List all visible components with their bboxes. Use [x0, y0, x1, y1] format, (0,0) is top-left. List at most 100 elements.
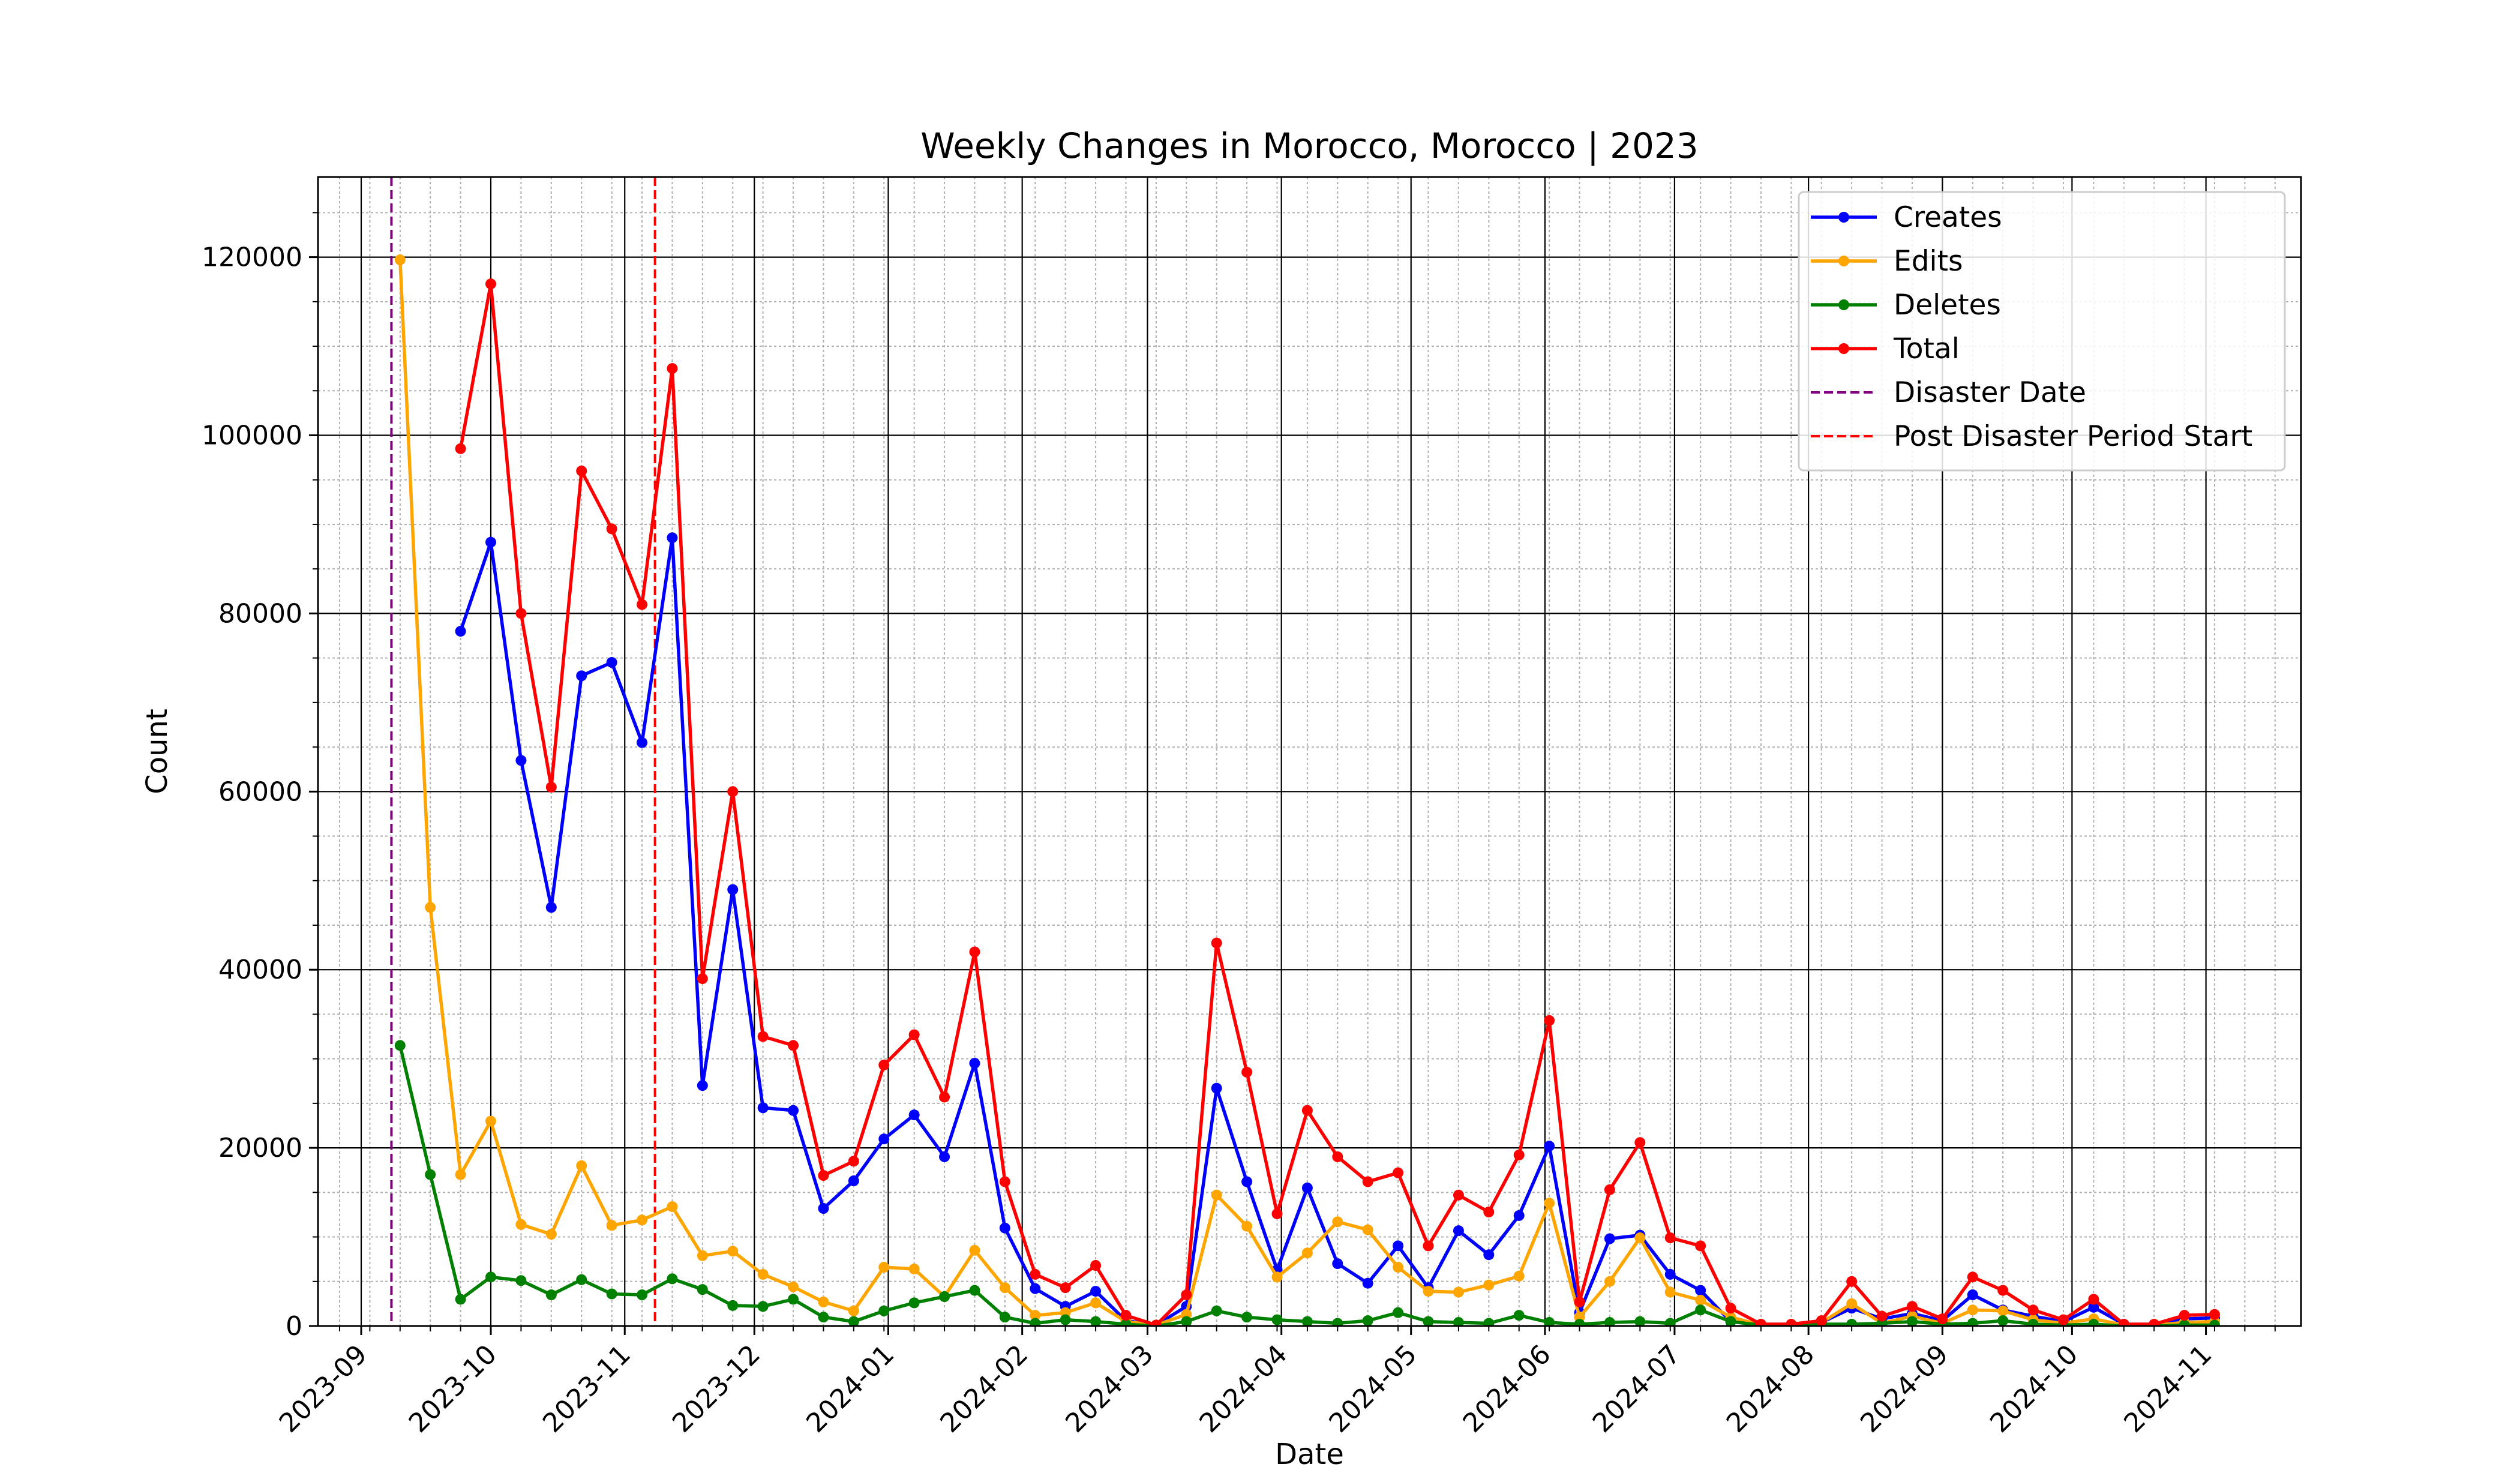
data-point-deletes	[1241, 1312, 1253, 1323]
legend-swatch-marker	[1838, 256, 1849, 266]
data-point-deletes	[1664, 1318, 1676, 1326]
data-point-total	[1150, 1319, 1162, 1326]
data-point-edits	[788, 1281, 799, 1292]
data-point-creates	[545, 902, 557, 913]
data-point-deletes	[485, 1271, 497, 1283]
data-point-deletes	[939, 1291, 950, 1303]
data-point-deletes	[1332, 1318, 1343, 1326]
data-point-deletes	[969, 1285, 980, 1296]
data-point-creates	[637, 737, 648, 748]
data-point-total	[999, 1176, 1010, 1187]
data-point-total	[1483, 1206, 1495, 1217]
legend-swatch-marker	[1838, 343, 1849, 354]
data-point-deletes	[1120, 1319, 1132, 1326]
data-point-deletes	[2088, 1319, 2099, 1326]
data-point-total	[485, 278, 497, 290]
data-point-deletes	[1090, 1316, 1102, 1326]
data-point-total	[1695, 1240, 1706, 1252]
data-point-deletes	[1393, 1307, 1404, 1318]
data-point-edits	[606, 1220, 617, 1231]
data-point-creates	[515, 755, 527, 766]
data-point-total	[848, 1156, 859, 1167]
data-point-deletes	[576, 1274, 587, 1285]
data-point-creates	[848, 1175, 859, 1187]
legend-label: Disaster Date	[1894, 376, 2086, 409]
data-point-total	[1423, 1240, 1434, 1252]
data-point-edits	[637, 1214, 648, 1226]
data-point-creates	[878, 1133, 890, 1145]
data-point-edits	[727, 1246, 739, 1257]
series-lines	[394, 254, 2220, 1326]
data-point-deletes	[818, 1312, 829, 1323]
y-tick-label: 0	[286, 1311, 302, 1342]
data-point-total	[1513, 1149, 1525, 1160]
data-point-creates	[788, 1105, 799, 1116]
data-point-creates	[1362, 1277, 1373, 1289]
data-point-total	[1876, 1310, 1888, 1322]
data-point-creates	[969, 1058, 980, 1069]
data-point-edits	[1301, 1247, 1313, 1259]
data-point-total	[1181, 1289, 1192, 1301]
data-point-edits	[1483, 1279, 1495, 1291]
data-point-deletes	[637, 1289, 648, 1301]
data-point-total	[1332, 1151, 1343, 1162]
data-point-total	[1755, 1319, 1766, 1326]
data-point-deletes	[1695, 1304, 1706, 1316]
data-point-total	[576, 465, 587, 476]
data-point-creates	[1544, 1141, 1555, 1152]
data-point-deletes	[788, 1294, 799, 1305]
data-point-deletes	[908, 1297, 920, 1309]
data-point-deletes	[1060, 1314, 1071, 1325]
data-point-creates	[818, 1203, 829, 1214]
data-point-total	[1725, 1303, 1736, 1314]
data-point-deletes	[1846, 1319, 1858, 1326]
data-point-creates	[1030, 1283, 1041, 1294]
data-point-total	[1664, 1232, 1676, 1244]
data-point-edits	[1393, 1262, 1404, 1273]
data-point-total	[757, 1031, 769, 1042]
data-point-deletes	[2209, 1319, 2220, 1326]
legend-swatch-marker	[1838, 212, 1849, 223]
legend-label: Creates	[1894, 201, 2002, 234]
data-point-deletes	[1725, 1316, 1736, 1326]
data-point-edits	[1634, 1232, 1646, 1244]
legend: Creates Edits Deletes Total Disaster Date Pos…	[1798, 191, 2286, 472]
data-point-edits	[425, 902, 436, 913]
data-point-total	[667, 363, 678, 374]
legend-label: Total	[1893, 332, 1960, 365]
data-point-total	[2118, 1319, 2129, 1326]
data-point-creates	[1695, 1285, 1706, 1296]
data-point-total	[1241, 1066, 1253, 1078]
data-point-total	[455, 443, 466, 454]
data-point-edits	[1362, 1224, 1373, 1235]
data-point-edits	[485, 1115, 497, 1127]
data-point-deletes	[606, 1288, 617, 1300]
data-point-edits	[848, 1305, 859, 1316]
data-point-deletes	[1906, 1316, 1918, 1326]
data-point-creates	[1604, 1233, 1615, 1244]
data-point-edits	[545, 1229, 557, 1240]
data-point-creates	[999, 1222, 1010, 1234]
data-point-deletes	[667, 1273, 678, 1285]
data-point-edits	[455, 1169, 466, 1180]
data-point-total	[1816, 1315, 1827, 1326]
data-point-total	[545, 781, 557, 793]
data-point-deletes	[1513, 1310, 1525, 1321]
data-point-deletes	[1967, 1318, 1978, 1326]
data-point-creates	[1483, 1249, 1495, 1261]
data-point-edits	[1544, 1198, 1555, 1209]
data-point-deletes	[999, 1312, 1010, 1323]
data-point-total	[1604, 1184, 1615, 1195]
data-point-edits	[667, 1201, 678, 1213]
data-point-edits	[1090, 1297, 1102, 1309]
data-point-total	[2088, 1294, 2099, 1305]
data-point-total	[1271, 1208, 1283, 1219]
data-point-total	[1786, 1319, 1797, 1326]
y-tick-label: 40000	[218, 955, 302, 985]
legend-label: Post Disaster Period Start	[1894, 420, 2252, 453]
data-point-deletes	[1423, 1316, 1434, 1326]
legend-box	[1798, 191, 2286, 472]
data-point-creates	[1090, 1286, 1102, 1297]
data-point-creates	[1241, 1176, 1253, 1187]
